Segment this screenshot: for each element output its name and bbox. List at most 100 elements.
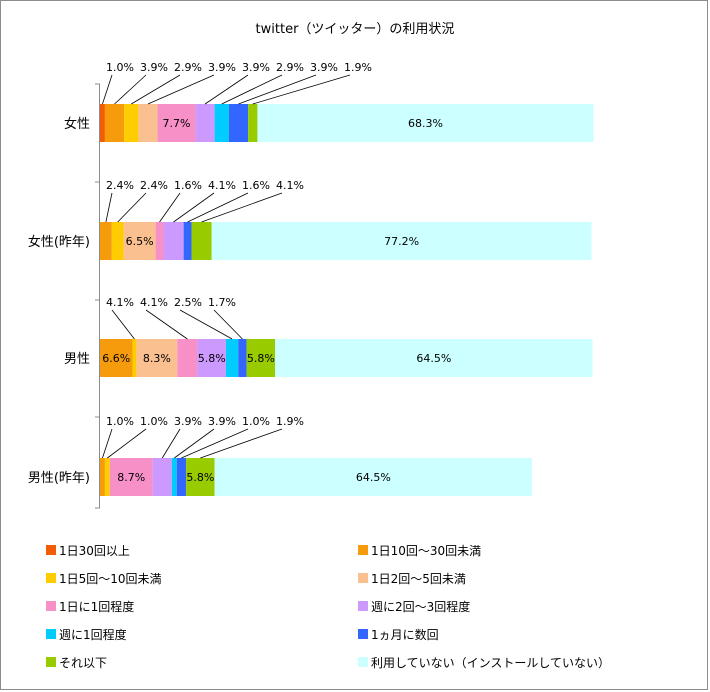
bar-segment — [171, 458, 177, 496]
data-label: 3.9% — [208, 61, 236, 74]
data-label-leader — [252, 74, 351, 105]
bar-segment — [225, 339, 239, 377]
data-label: 1.9% — [344, 61, 372, 74]
bar-segment — [157, 104, 196, 142]
legend-swatch — [46, 545, 56, 555]
data-label: 3.9% — [174, 415, 202, 428]
data-label-leader — [174, 428, 215, 459]
data-label: 2.4% — [106, 179, 134, 192]
data-label: 5.8% — [247, 352, 275, 365]
data-labels: 1.0% 3.9% 2.9% 3.9% 7.7% 3.9% 2.9% 3.9% 1.9% 68.3… — [102, 61, 451, 484]
data-label: 8.3% — [143, 352, 171, 365]
data-label: 3.9% — [242, 61, 270, 74]
data-label-leader — [201, 192, 283, 223]
legend: 1日30回以上 1日10回～30回未満 1日5回～10回未満 1日2回～5回未満 1日に… — [46, 544, 610, 670]
legend-swatch — [358, 601, 368, 611]
data-label: 1.9% — [276, 415, 304, 428]
chart-title: twitter（ツイッター）の利用状況 — [256, 22, 455, 37]
bar-segment — [104, 104, 125, 142]
bar-segment — [100, 458, 105, 496]
data-label-leader — [173, 192, 215, 223]
legend-label: 1日10回～30回未満 — [371, 544, 481, 558]
data-label: 4.1% — [106, 296, 134, 309]
category-label: 男性(昨年) — [28, 471, 90, 486]
data-label: 2.9% — [174, 61, 202, 74]
data-label-leader — [221, 74, 283, 105]
bar-segment — [100, 339, 133, 377]
data-label: 5.8% — [198, 352, 226, 365]
data-label: 1.0% — [106, 61, 134, 74]
data-label-leader — [111, 309, 135, 340]
bar-segment — [100, 104, 105, 142]
data-label: 1.7% — [208, 296, 236, 309]
bar-segment — [132, 339, 137, 377]
data-label: 2.5% — [174, 296, 202, 309]
data-label: 1.0% — [106, 415, 134, 428]
legend-label: 1日30回以上 — [59, 544, 130, 558]
data-label: 3.9% — [208, 415, 236, 428]
data-label: 1.6% — [174, 179, 202, 192]
legend-label: 1日5回～10回未満 — [59, 572, 162, 586]
data-label: 4.1% — [208, 179, 236, 192]
legend-swatch — [46, 601, 56, 611]
data-label-leader — [147, 74, 215, 105]
data-label: 68.3% — [408, 117, 443, 130]
data-label: 4.1% — [276, 179, 304, 192]
bar-segment — [155, 222, 164, 260]
data-label-leader — [107, 428, 147, 459]
legend-swatch — [46, 573, 56, 583]
legend-label: 週に1回程度 — [59, 627, 127, 642]
data-label-leader — [181, 428, 249, 459]
bar-segment — [104, 458, 110, 496]
data-label-leader — [117, 192, 147, 223]
bar-segment — [124, 104, 139, 142]
data-label-leader — [145, 309, 188, 340]
bar-segment — [136, 339, 178, 377]
legend-label: 1日2回～5回未満 — [371, 572, 466, 586]
bar-segment — [186, 458, 215, 496]
data-label: 2.9% — [276, 61, 304, 74]
legend-swatch — [46, 629, 56, 639]
data-label-leader — [200, 428, 283, 459]
data-label: 1.6% — [242, 179, 270, 192]
bar-segment — [152, 458, 172, 496]
data-label: 3.9% — [310, 61, 338, 74]
bar-segment — [138, 104, 158, 142]
bar-segment — [163, 222, 184, 260]
data-label: 64.5% — [416, 352, 451, 365]
bar-segment — [248, 104, 258, 142]
legend-swatch — [358, 657, 368, 667]
legend-label: 週に2回～3回程度 — [371, 599, 470, 614]
data-label: 64.5% — [356, 471, 391, 484]
legend-swatch — [358, 545, 368, 555]
data-label: 4.1% — [140, 296, 168, 309]
data-label-leader — [159, 192, 181, 223]
data-label: 1.0% — [140, 415, 168, 428]
bar-segment — [214, 104, 229, 142]
data-label: 1.0% — [242, 415, 270, 428]
category-label: 女性 — [64, 116, 90, 132]
category-label: 女性(昨年) — [28, 234, 90, 250]
data-label: 77.2% — [384, 235, 419, 248]
data-label: 6.5% — [126, 235, 154, 248]
legend-swatch — [358, 573, 368, 583]
data-label-leader — [102, 428, 113, 459]
bar-segment — [238, 339, 247, 377]
bar-segment — [214, 458, 532, 496]
data-label-leader — [179, 309, 233, 340]
data-label-leader — [213, 309, 243, 340]
bar-segment — [123, 222, 156, 260]
bar-segment — [176, 458, 187, 496]
data-label-leader — [204, 74, 249, 105]
bar-segment — [109, 458, 153, 496]
legend-label: 1ヵ月に数回 — [371, 627, 439, 642]
data-label-leader — [105, 192, 113, 223]
bar-segment — [177, 339, 198, 377]
legend-swatch — [46, 657, 56, 667]
bar-segment — [257, 104, 594, 142]
data-label: 7.7% — [163, 117, 191, 130]
legend-label: 1日に1回程度 — [59, 599, 134, 614]
bar-segment — [111, 222, 124, 260]
